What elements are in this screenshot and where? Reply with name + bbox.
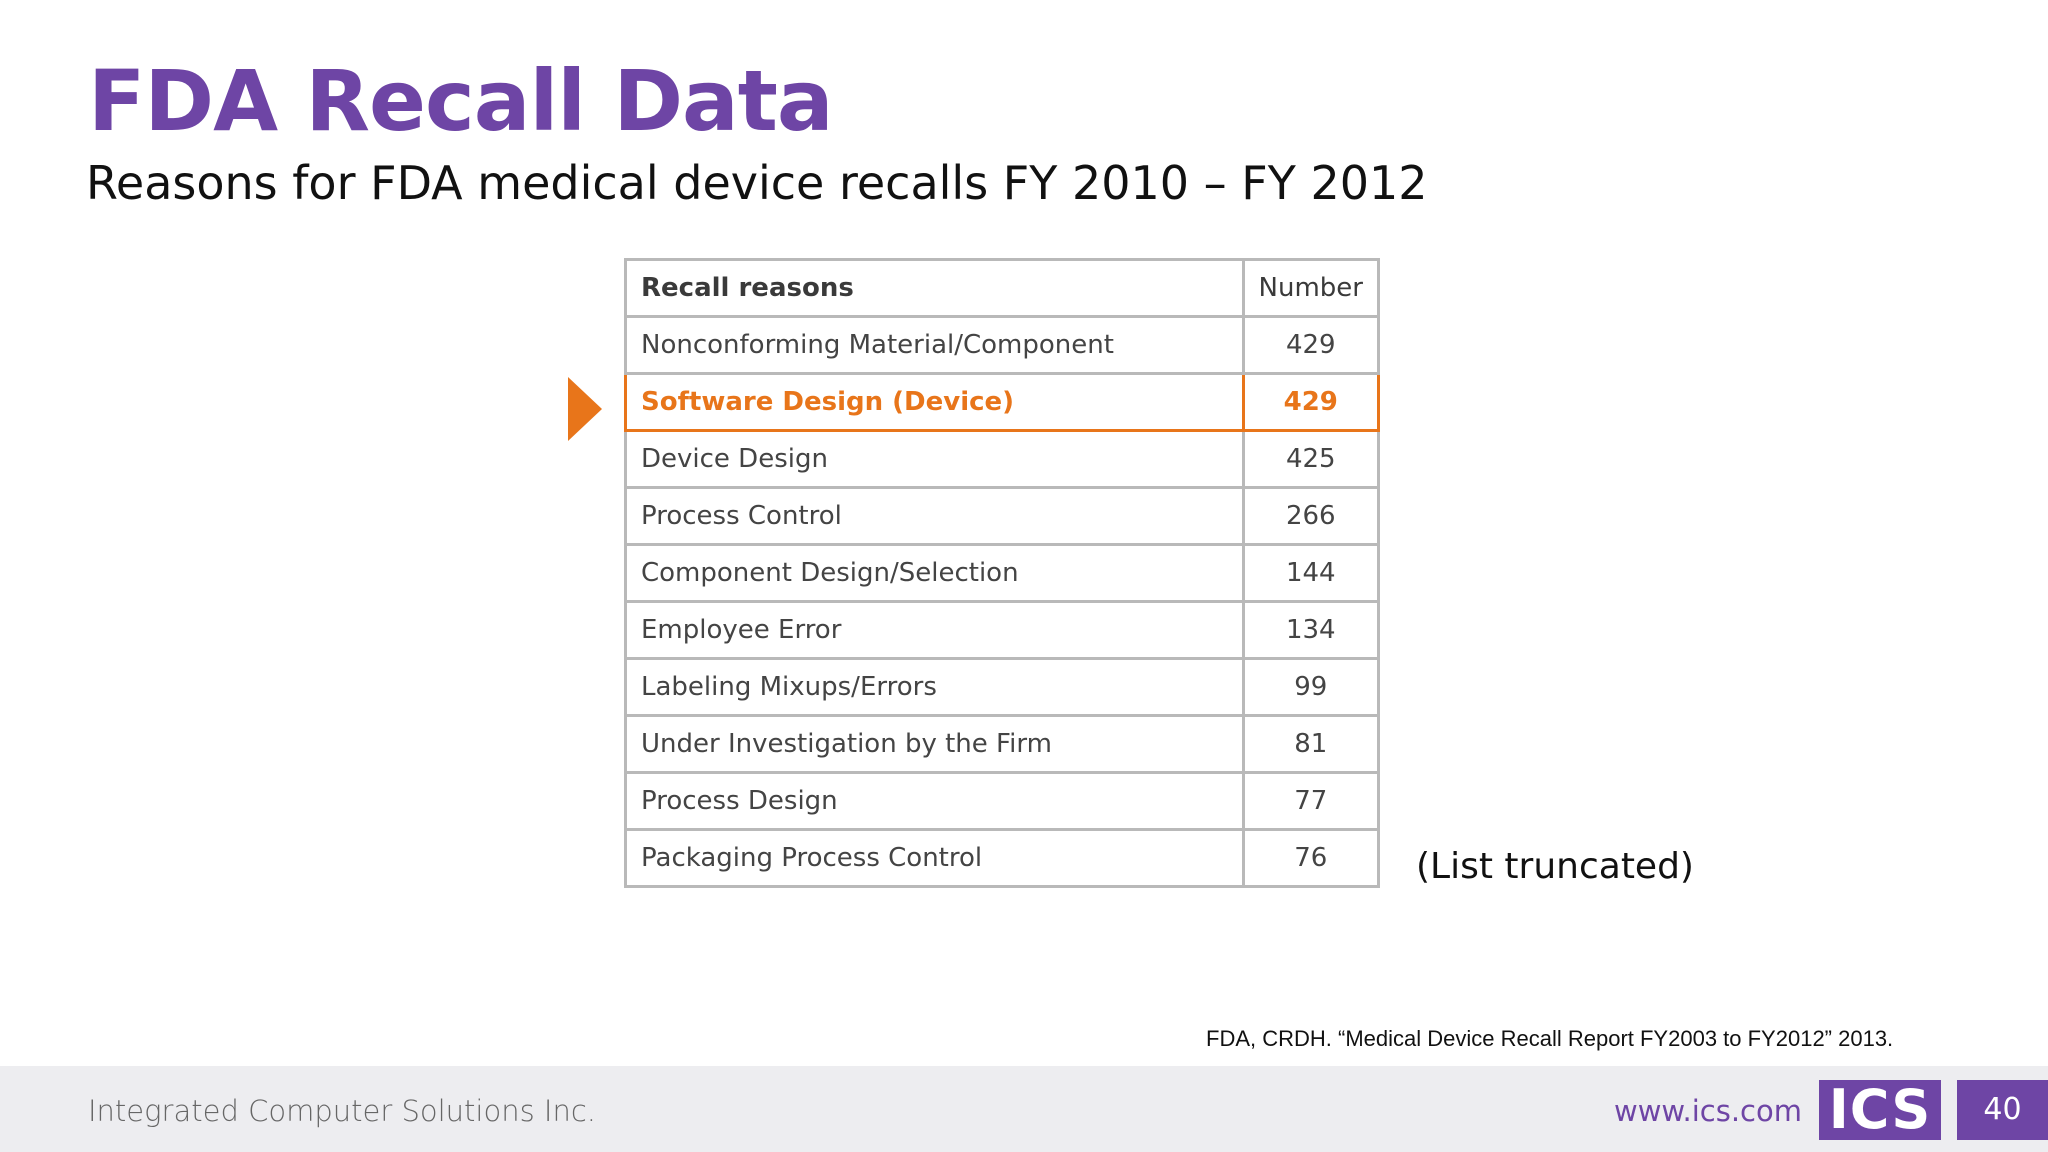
slide-footer: Integrated Computer Solutions Inc. www.i…	[0, 1066, 2048, 1152]
row-number: 134	[1241, 600, 1381, 660]
row-number: 81	[1241, 714, 1381, 774]
row-reason: Labeling Mixups/Errors	[624, 657, 1245, 717]
recall-table: Recall reasons Number Nonconforming Mate…	[624, 258, 1381, 888]
table-row: Packaging Process Control 76	[624, 828, 1381, 888]
table-row-highlighted: Software Design (Device) 429	[624, 372, 1381, 432]
row-number: 144	[1241, 543, 1381, 603]
ics-logo: ICS	[1819, 1080, 1941, 1140]
table-row: Process Control 266	[624, 486, 1381, 546]
table-row: Labeling Mixups/Errors 99	[624, 657, 1381, 717]
table-row: Under Investigation by the Firm 81	[624, 714, 1381, 774]
row-reason: Nonconforming Material/Component	[624, 315, 1245, 375]
row-reason: Software Design (Device)	[624, 372, 1245, 432]
row-reason: Employee Error	[624, 600, 1245, 660]
row-reason: Process Design	[624, 771, 1245, 831]
row-number: 266	[1241, 486, 1381, 546]
slide-subtitle: Reasons for FDA medical device recalls F…	[86, 156, 1428, 210]
row-number: 425	[1241, 429, 1381, 489]
company-name: Integrated Computer Solutions Inc.	[88, 1094, 597, 1128]
table-row: Device Design 425	[624, 429, 1381, 489]
table-header-row: Recall reasons Number	[624, 258, 1381, 318]
source-citation: FDA, CRDH. “Medical Device Recall Report…	[1206, 1026, 1894, 1051]
row-reason: Packaging Process Control	[624, 828, 1245, 888]
row-number: 76	[1241, 828, 1381, 888]
pointer-arrow-icon	[568, 377, 602, 441]
slide-title: FDA Recall Data	[88, 52, 834, 150]
row-reason: Device Design	[624, 429, 1245, 489]
table-row: Component Design/Selection 144	[624, 543, 1381, 603]
list-truncated-note: (List truncated)	[1416, 846, 1694, 887]
page-number: 40	[1957, 1080, 2048, 1140]
table-row: Employee Error 134	[624, 600, 1381, 660]
table-row: Nonconforming Material/Component 429	[624, 315, 1381, 375]
header-number: Number	[1241, 258, 1381, 318]
row-number: 99	[1241, 657, 1381, 717]
row-number: 429	[1241, 372, 1381, 432]
row-reason: Under Investigation by the Firm	[624, 714, 1245, 774]
row-number: 77	[1241, 771, 1381, 831]
header-recall-reasons: Recall reasons	[624, 258, 1245, 318]
row-reason: Component Design/Selection	[624, 543, 1245, 603]
website-link[interactable]: www.ics.com	[1614, 1094, 1802, 1128]
table-row: Process Design 77	[624, 771, 1381, 831]
row-number: 429	[1241, 315, 1381, 375]
row-reason: Process Control	[624, 486, 1245, 546]
